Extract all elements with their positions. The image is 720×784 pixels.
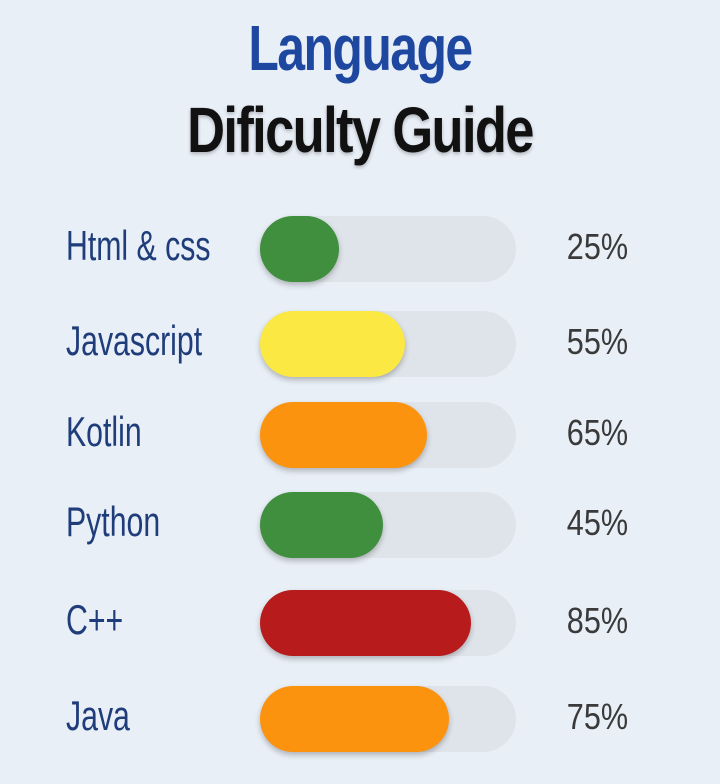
- bar-fill: [260, 686, 449, 752]
- bar-track: [260, 590, 516, 656]
- language-label: Python: [66, 498, 161, 545]
- percent-label: 45%: [566, 502, 628, 543]
- language-label: C++: [66, 596, 124, 643]
- bar-fill: [260, 216, 339, 282]
- language-label: Kotlin: [66, 408, 142, 455]
- bar-track: [260, 492, 516, 558]
- percent-label: 65%: [566, 412, 628, 453]
- bar-track: [260, 311, 516, 377]
- bar-track: [260, 686, 516, 752]
- bar-row: Java 75%: [0, 682, 720, 776]
- bar-row: Python 45%: [0, 488, 720, 582]
- language-label: Html & css: [66, 222, 211, 269]
- bar-row: Kotlin 65%: [0, 398, 720, 492]
- bar-row: Html & css 25%: [0, 212, 720, 306]
- bar-track: [260, 216, 516, 282]
- bar-row: C++ 85%: [0, 586, 720, 680]
- bar-fill: [260, 402, 427, 468]
- language-label: Java: [66, 692, 130, 739]
- percent-label: 75%: [566, 696, 628, 737]
- language-label: Javascript: [66, 317, 203, 364]
- percent-label: 55%: [566, 321, 628, 362]
- bar-fill: [260, 311, 405, 377]
- bar-track: [260, 402, 516, 468]
- title-language: Language: [248, 12, 473, 84]
- title-difficulty-guide: Dificulty Guide: [187, 94, 534, 166]
- percent-label: 85%: [566, 600, 628, 641]
- bar-fill: [260, 492, 383, 558]
- bar-row: Javascript 55%: [0, 307, 720, 401]
- bar-fill: [260, 590, 471, 656]
- percent-label: 25%: [566, 226, 628, 267]
